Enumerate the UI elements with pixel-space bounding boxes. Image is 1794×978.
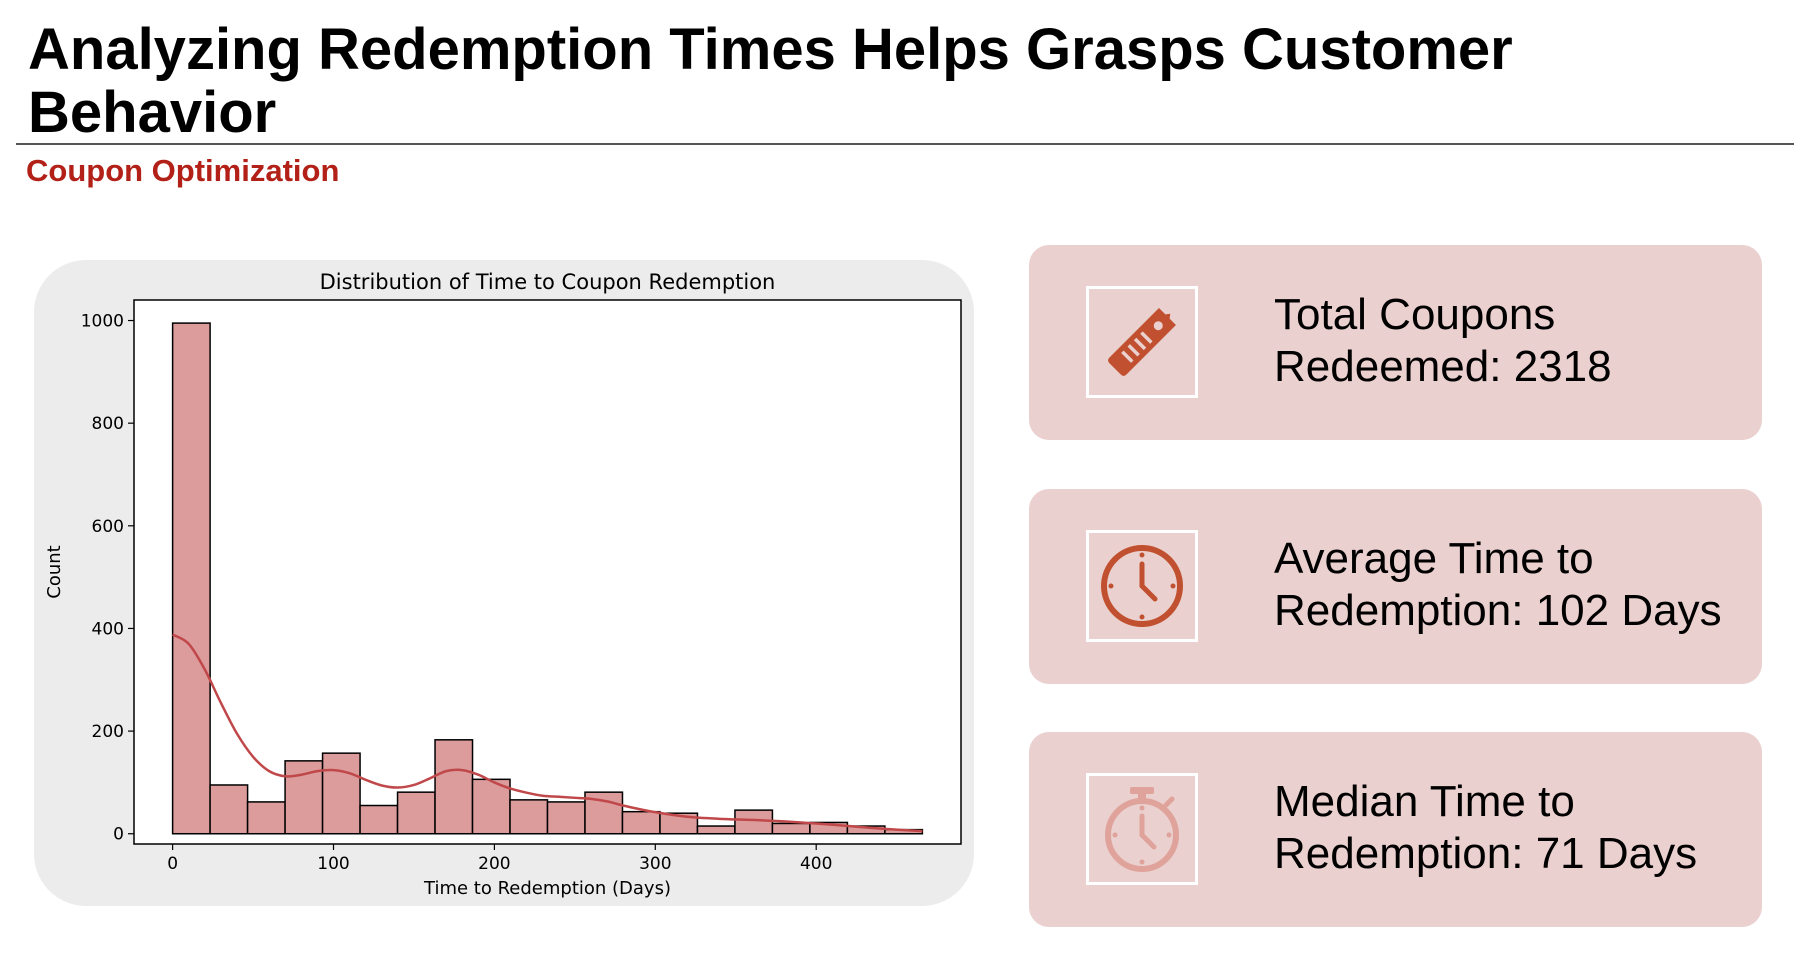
plot-area: [134, 300, 961, 844]
histogram-bar: [171, 322, 211, 835]
histogram-bar: [434, 739, 474, 835]
x-axis-label: Time to Redemption (Days): [423, 878, 671, 899]
x-tick-label: 100: [317, 854, 349, 874]
histogram-bar: [396, 791, 436, 835]
kpi-card-median-time: Median Time to Redemption: 71 Days: [1029, 732, 1762, 927]
kpi-text-median-time: Median Time to Redemption: 71 Days: [1274, 776, 1744, 880]
y-axis-label: Count: [44, 545, 65, 598]
y-tick-label: 400: [92, 619, 124, 639]
x-tick-label: 400: [800, 854, 832, 874]
page-subtitle: Coupon Optimization: [26, 153, 340, 188]
histogram-bar: [771, 822, 811, 835]
kpi-label: Median Time to: [1274, 777, 1575, 826]
histogram-bar: [321, 752, 361, 835]
y-tick-label: 1000: [81, 312, 124, 332]
histogram-bar: [359, 804, 399, 835]
price-tag-icon: [1108, 308, 1176, 376]
kpi-text-total-coupons: Total Coupons Redeemed: 2318: [1274, 289, 1744, 393]
kpi-icon-frame: [1086, 773, 1198, 885]
y-tick-label: 800: [92, 414, 124, 434]
histogram-bar: [734, 809, 774, 835]
histogram-bar: [546, 801, 586, 835]
kpi-text-average-time: Average Time to Redemption: 102 Days: [1274, 533, 1744, 637]
kpi-icon-frame: [1086, 286, 1198, 398]
y-tick-label: 0: [113, 825, 124, 845]
kpi-value: Redeemed: 2318: [1274, 342, 1612, 391]
chart-title: Distribution of Time to Coupon Redemptio…: [320, 270, 776, 294]
y-tick-label: 200: [92, 722, 124, 742]
stopwatch-icon: [1105, 787, 1179, 872]
kpi-icon-frame: [1086, 530, 1198, 642]
redemption-histogram: 0 100 200 300 400 0 200 400 600 800 1000 Distributi…: [44, 270, 962, 899]
page-title: Analyzing Redemption Times Helps Grasps …: [28, 17, 1513, 145]
title-divider: [16, 143, 1794, 145]
kde-line: [171, 633, 923, 833]
kpi-value: Redemption: 71 Days: [1274, 829, 1698, 878]
histogram-bar: [246, 801, 286, 835]
histogram-bar: [659, 812, 699, 835]
kpi-label: Average Time to: [1274, 534, 1594, 583]
kpi-card-average-time: Average Time to Redemption: 102 Days: [1029, 489, 1762, 684]
x-tick-label: 0: [167, 854, 178, 874]
kpi-value: Redemption: 102 Days: [1274, 586, 1722, 635]
histogram-bar: [471, 778, 511, 835]
x-tick-label: 200: [478, 854, 510, 874]
x-tick-label: 300: [639, 854, 671, 874]
chart-card: 0 100 200 300 400 0 200 400 600 800 1000 Distributi…: [34, 260, 974, 906]
histogram-bar: [509, 799, 549, 835]
y-tick-label: 600: [92, 517, 124, 537]
histogram-bar: [621, 810, 661, 835]
kpi-label: Total Coupons: [1274, 290, 1556, 339]
histogram-bar: [209, 784, 249, 835]
histogram-bar: [696, 825, 736, 835]
clock-icon: [1101, 545, 1183, 627]
kpi-card-total-coupons: Total Coupons Redeemed: 2318: [1029, 245, 1762, 440]
plot-frame: [133, 299, 962, 845]
